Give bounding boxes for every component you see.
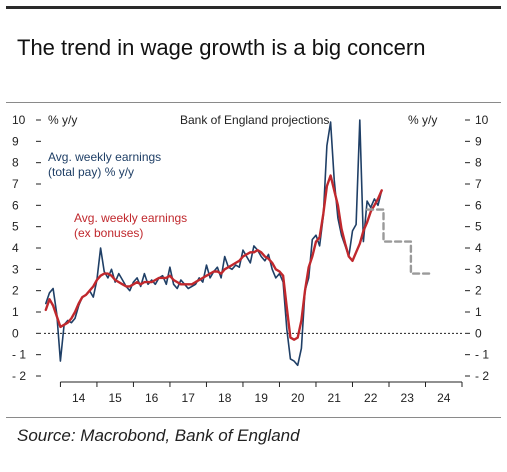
y-tick-label-right: 8 — [475, 156, 482, 170]
y-tick-label-left: - 1 — [12, 348, 26, 362]
y-tick-label-right: - 1 — [475, 348, 489, 362]
x-tick-label: 22 — [364, 391, 378, 405]
y-tick-label-left: 2 — [12, 284, 19, 298]
x-tick-label: 18 — [218, 391, 232, 405]
right-axis-unit-label: % y/y — [408, 113, 437, 127]
y-tick-label-right: 9 — [475, 134, 482, 148]
chart-card: The trend in wage growth is a big concer… — [6, 6, 501, 466]
source-divider — [6, 417, 501, 418]
x-tick-label: 17 — [182, 391, 196, 405]
source-note: Source: Macrobond, Bank of England — [17, 426, 300, 445]
y-tick-label-right: 7 — [475, 177, 482, 191]
y-tick-label-right: 6 — [475, 198, 482, 212]
y-tick-label-right: 1 — [475, 305, 482, 319]
ex-bonus-label-line1: Avg. weekly earnings — [74, 211, 187, 225]
series-ex-bonuses-line — [44, 174, 383, 341]
series-boe-projection-line — [365, 208, 434, 275]
y-tick-label-left: 10 — [12, 113, 26, 127]
ex-bonus-label-line2: (ex bonuses) — [74, 226, 143, 240]
y-tick-label-left: 5 — [12, 220, 19, 234]
y-tick-label-left: 4 — [12, 241, 19, 255]
x-tick-label: 16 — [145, 391, 159, 405]
y-tick-label-right: 3 — [475, 262, 482, 276]
x-tick-label: 24 — [437, 391, 451, 405]
annotation-layer: % y/y % y/y Bank of England projections … — [48, 113, 437, 240]
y-tick-label-right: 5 — [475, 220, 482, 234]
x-tick-label: 19 — [255, 391, 269, 405]
y-tick-label-right: 10 — [475, 113, 489, 127]
projection-label: Bank of England projections — [180, 113, 329, 127]
axes-layer: 10 109 98 87 76 65 54 43 32 21 10 0- 1- 1- 2- 214 15… — [12, 113, 489, 405]
total-pay-label-line1: Avg. weekly earnings — [48, 150, 161, 164]
x-tick-label: 15 — [109, 391, 123, 405]
y-tick-label-right: - 2 — [475, 369, 489, 383]
chart-title: The trend in wage growth is a big concer… — [17, 35, 426, 60]
y-tick-label-right: 2 — [475, 284, 482, 298]
x-tick-label: 23 — [401, 391, 415, 405]
y-tick-label-right: 0 — [475, 326, 482, 340]
series-layer — [44, 119, 434, 367]
y-tick-label-left: 3 — [12, 262, 19, 276]
title-divider — [6, 102, 501, 103]
y-tick-label-left: 0 — [12, 326, 19, 340]
top-accent-bar — [6, 6, 501, 9]
y-tick-label-left: 9 — [12, 134, 19, 148]
total-pay-label-line2: (total pay) % y/y — [48, 165, 134, 179]
x-tick-label: 21 — [328, 391, 342, 405]
y-tick-label-left: 6 — [12, 198, 19, 212]
y-tick-label-left: 1 — [12, 305, 19, 319]
y-tick-label-left: 7 — [12, 177, 19, 191]
y-tick-label-right: 4 — [475, 241, 482, 255]
x-tick-label: 14 — [72, 391, 86, 405]
y-tick-label-left: - 2 — [12, 369, 26, 383]
left-axis-unit-label: % y/y — [48, 113, 77, 127]
x-tick-label: 20 — [291, 391, 305, 405]
y-tick-label-left: 8 — [12, 156, 19, 170]
